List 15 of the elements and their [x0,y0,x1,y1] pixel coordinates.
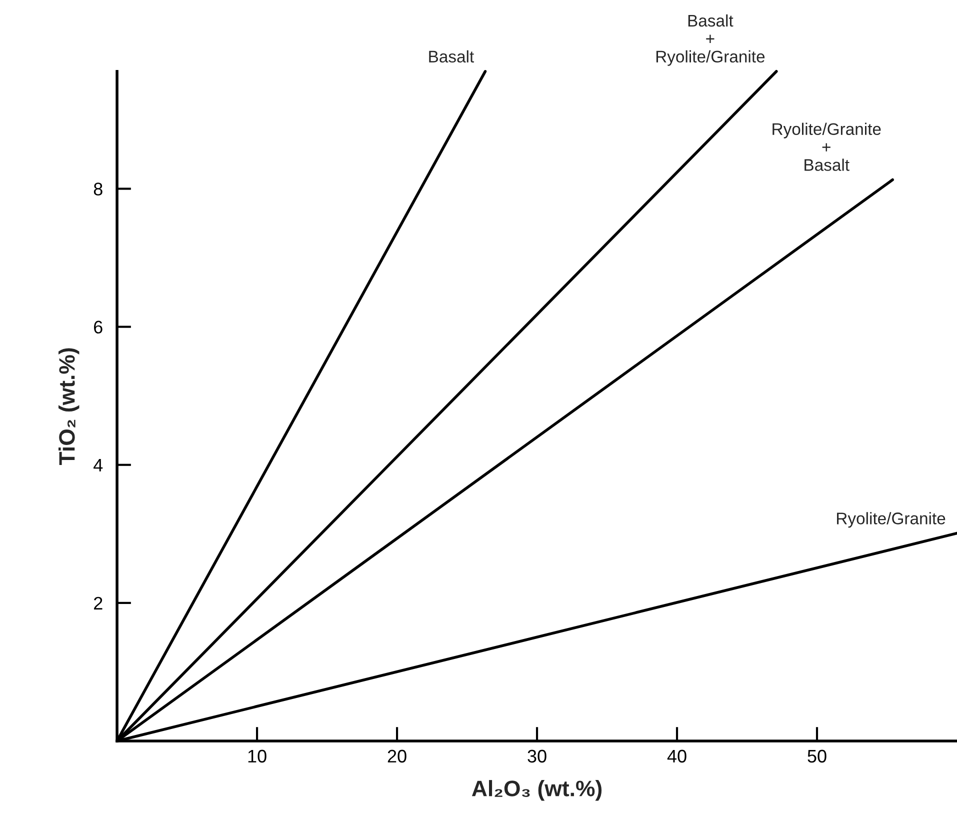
series-label: Ryolite/Granite [837,512,946,528]
y-tick-label: 8 [94,182,102,196]
y-axis-title: TiO₂ (wt.%) [58,348,80,465]
y-tick-label: 6 [94,320,102,334]
y-tick-label: 4 [94,458,103,472]
x-tick-label: 10 [248,750,266,763]
series-label: Ryolite/Granite + Basalt [772,122,881,171]
y-tick-label: 2 [94,596,102,610]
series-label: Basalt [429,50,474,63]
x-axis-title: Al₂O₃ (wt.%) [472,780,602,801]
x-tick-label: 30 [528,750,546,763]
x-tick-label: 50 [808,750,826,763]
x-tick-label: 40 [667,750,686,763]
x-tick-label: 20 [388,750,406,763]
series-label: Basalt + Ryolite/Granite [656,14,765,66]
